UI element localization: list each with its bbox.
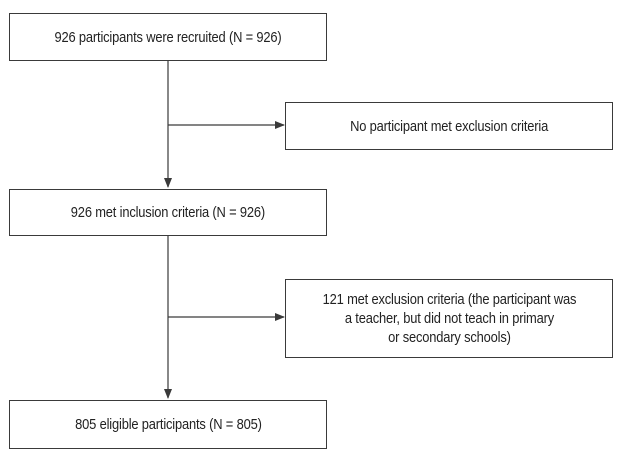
exclusion-none-box-text: No participant met exclusion criteria (350, 117, 548, 135)
recruited-box-text: 926 participants were recruited (N = 926… (54, 28, 282, 46)
exclusion-none-box: No participant met exclusion criteria (285, 102, 613, 150)
exclusion-121-box-text: 121 met exclusion criteria (the particip… (322, 291, 576, 346)
eligible-box-text: 805 eligible participants (N = 805) (74, 416, 262, 433)
inclusion-box-text: 926 met inclusion criteria (N = 926) (70, 204, 266, 221)
exclusion-121-box: 121 met exclusion criteria (the particip… (285, 279, 613, 358)
eligible-box: 805 eligible participants (N = 805) (9, 400, 327, 449)
recruited-box: 926 participants were recruited (N = 926… (9, 13, 327, 61)
inclusion-box: 926 met inclusion criteria (N = 926) (9, 189, 327, 236)
